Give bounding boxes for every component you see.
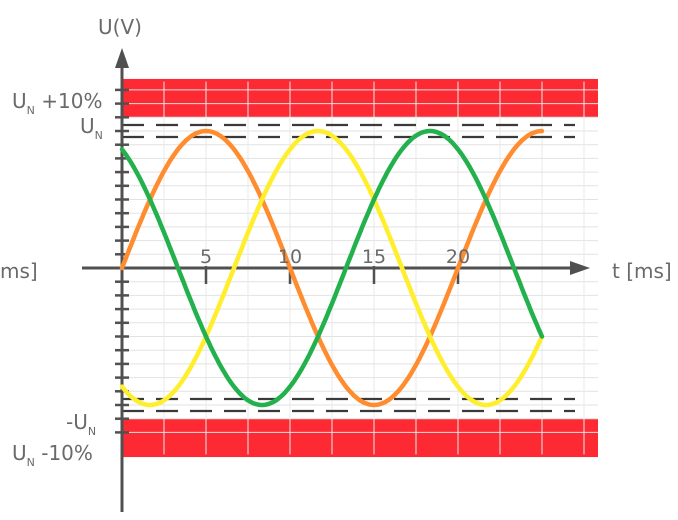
series <box>119 128 545 408</box>
nominal-negative-label: -UN <box>66 410 96 438</box>
x-axis-label: t [ms] <box>612 259 672 283</box>
y-axis-arrow <box>115 48 129 68</box>
lower-limit-label: UN -10% <box>12 441 93 469</box>
tolerance-band-upper <box>122 78 598 118</box>
x-tick-label: 5 <box>200 246 212 268</box>
y-axis-label: U(V) <box>98 15 142 39</box>
x-axis-arrow <box>570 261 590 275</box>
x-tick-label: 10 <box>278 246 302 268</box>
tolerance-bands <box>122 78 598 458</box>
series-line-3 <box>119 128 545 408</box>
tolerance-band-lower <box>122 418 598 458</box>
series-line-1 <box>119 128 545 408</box>
upper-limit-label: UN +10% <box>12 89 102 117</box>
labels: 5 10 15 20 U(V) t [ms] ms] UN +10%UN -UN UN -10% <box>0 15 672 469</box>
nominal-label: UN <box>80 114 103 142</box>
x-tick-label: 20 <box>446 246 470 268</box>
axes <box>82 48 590 512</box>
series-line-2 <box>119 128 545 408</box>
x-axis-label-cut: ms] <box>0 259 38 283</box>
x-tick-label: 15 <box>362 246 386 268</box>
